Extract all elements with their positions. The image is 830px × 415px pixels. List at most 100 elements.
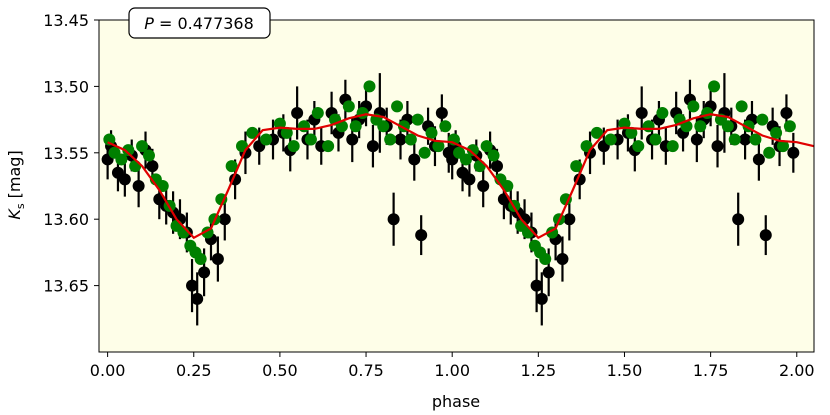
green-data-point [363,80,376,93]
green-data-point [487,149,500,162]
x-tick-label: 1.75 [693,361,729,380]
green-data-point [625,126,638,139]
green-data-point [439,120,452,133]
black-data-point [530,279,543,292]
y-tick-label: 13.45 [43,11,89,30]
black-data-point [366,140,379,153]
green-data-point [666,140,679,153]
green-data-point [642,120,655,133]
black-data-point [394,133,407,146]
x-axis-label: phase [432,392,480,411]
green-data-point [480,140,493,153]
black-data-point [346,133,359,146]
period-annotation-label: P [144,14,154,33]
green-data-point [770,126,783,139]
y-tick-label: 13.55 [43,144,89,163]
green-data-point [466,144,479,157]
green-data-point [349,120,362,133]
black-data-point [415,229,428,242]
black-data-point [711,140,724,153]
green-data-point [735,100,748,113]
x-tick-label: 0.00 [90,361,126,380]
green-data-point [570,160,583,173]
green-data-point [632,140,645,153]
green-data-point [273,117,286,130]
green-data-point [122,144,135,157]
x-tick-label: 2.00 [779,361,815,380]
green-data-point [618,117,631,130]
green-data-point [391,100,404,113]
green-data-point [384,133,397,146]
black-data-point [490,160,503,173]
green-data-point [418,146,431,159]
x-tick-label: 1.00 [434,361,470,380]
green-data-point [694,120,707,133]
black-data-point [477,180,490,192]
green-data-point [194,253,207,266]
black-data-point [191,292,204,305]
black-data-point [780,106,793,119]
black-data-point [132,180,145,192]
green-data-point [604,133,617,146]
green-data-point [763,146,776,159]
black-data-point [759,229,772,242]
green-data-point [749,133,762,146]
green-data-point [298,120,311,133]
green-data-point [721,120,734,133]
y-axis-ticks: 13.45 13.50 13.55 13.60 13.65 [43,11,99,296]
black-data-point [463,173,476,186]
black-data-point [435,106,448,119]
period-annotation-equals: = [154,14,178,33]
black-data-point [563,213,576,226]
green-data-point [776,140,789,153]
green-data-point [287,140,300,153]
green-data-point [246,126,259,139]
x-tick-label: 0.75 [348,361,384,380]
green-data-point [708,80,721,93]
green-data-point [260,133,273,146]
black-data-point [732,213,745,226]
green-data-point [280,126,293,139]
green-data-point [129,160,142,173]
y-tick-label: 13.60 [43,210,89,229]
y-axis-label-main: K [5,208,24,220]
period-annotation-box [128,7,271,39]
green-data-point [136,140,149,153]
green-data-point [425,126,438,139]
black-data-point [635,106,648,119]
black-data-point [198,266,211,279]
green-data-point [411,113,424,126]
green-data-point [783,120,796,133]
black-data-point [118,173,131,186]
green-data-point [459,153,472,166]
y-tick-label: 13.50 [43,77,89,96]
green-data-point [404,133,417,146]
black-data-point [690,133,703,146]
black-data-point [387,213,400,226]
x-tick-label: 0.50 [262,361,298,380]
y-axis-label-sub: s [14,203,27,209]
green-data-point [311,106,324,119]
green-data-point [728,133,741,146]
green-data-point [687,100,700,113]
green-data-point [649,133,662,146]
plot-background [99,20,814,352]
y-axis-label: Ks [mag] [5,150,27,219]
black-data-point [408,153,421,166]
green-data-point [432,140,445,153]
black-data-point [291,106,304,119]
black-data-point [542,266,555,279]
period-annotation-text: P = 0.477368 [144,14,254,33]
black-data-point [787,146,800,159]
model-curve [107,113,815,240]
x-tick-label: 1.50 [607,361,643,380]
black-data-point [218,213,231,226]
green-data-point [225,160,238,173]
green-data-point [103,133,116,146]
plot-frame [98,19,815,353]
period-annotation-value: 0.477368 [177,14,253,33]
x-tick-label: 1.25 [521,361,557,380]
black-data-point [535,292,548,305]
black-data-point [146,160,159,173]
